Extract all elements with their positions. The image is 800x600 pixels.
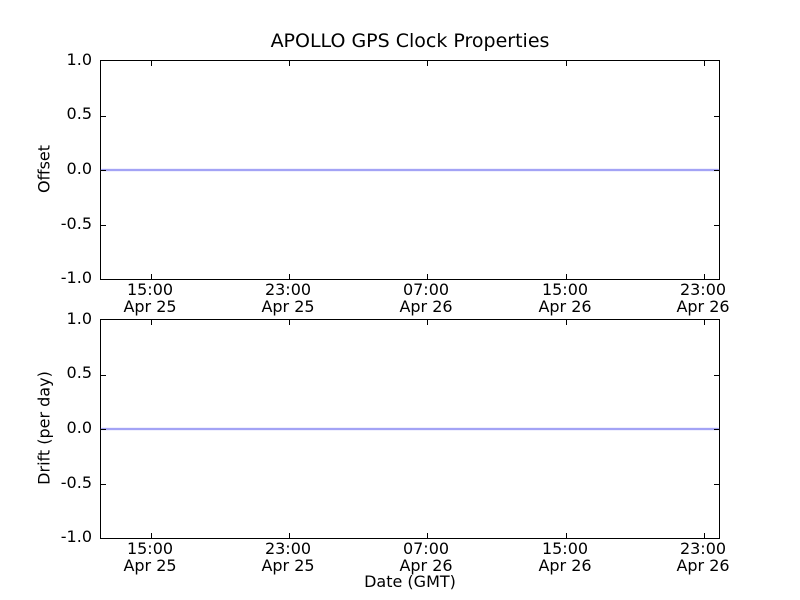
- x-tick-time: 15:00: [126, 280, 174, 299]
- tick-mark: [151, 274, 152, 279]
- drift-plot-area: [100, 319, 720, 539]
- x-tick-label: 15:00 Apr 25: [123, 540, 176, 574]
- tick-mark: [714, 224, 719, 226]
- x-tick-date: Apr 26: [538, 556, 592, 575]
- offset-series-line: [101, 169, 719, 171]
- tick-mark: [101, 374, 106, 376]
- x-tick-label: 15:00 Apr 25: [123, 281, 176, 315]
- x-tick-time: 15:00: [126, 539, 174, 558]
- tick-mark: [101, 483, 106, 485]
- tick-mark: [714, 483, 719, 485]
- tick-mark: [427, 533, 428, 538]
- y-tick-label: 0.5: [66, 104, 92, 123]
- tick-mark: [151, 61, 152, 66]
- y-tick-label: -0.5: [60, 473, 92, 492]
- x-tick-label: 15:00 Apr 26: [538, 281, 591, 315]
- x-tick-time: 15:00: [541, 539, 589, 558]
- x-tick-date: Apr 26: [538, 297, 592, 316]
- x-tick-time: 15:00: [541, 280, 589, 299]
- tick-mark: [704, 274, 705, 279]
- x-axis-label: Date (GMT): [364, 572, 456, 591]
- y-tick-label: 1.0: [66, 50, 92, 69]
- x-tick-time: 23:00: [679, 280, 727, 299]
- tick-mark: [101, 224, 106, 226]
- tick-mark: [427, 320, 428, 325]
- x-tick-label: 23:00 Apr 26: [676, 540, 729, 574]
- x-tick-label: 15:00 Apr 26: [538, 540, 591, 574]
- tick-mark: [566, 533, 567, 538]
- tick-mark: [151, 533, 152, 538]
- drift-series-line: [101, 428, 719, 430]
- tick-mark: [714, 429, 719, 430]
- x-tick-date: Apr 25: [123, 556, 177, 575]
- offset-plot-area: [100, 60, 720, 280]
- tick-mark: [101, 170, 106, 171]
- tick-mark: [289, 320, 290, 325]
- tick-mark: [714, 374, 719, 376]
- y-tick-label: 0.5: [66, 363, 92, 382]
- x-tick-date: Apr 26: [676, 556, 730, 575]
- x-tick-date: Apr 25: [123, 297, 177, 316]
- tick-mark: [704, 61, 705, 66]
- x-tick-label: 07:00 Apr 26: [399, 281, 452, 315]
- tick-mark: [566, 320, 567, 325]
- tick-mark: [101, 429, 106, 430]
- x-tick-time: 23:00: [264, 280, 312, 299]
- x-tick-date: Apr 25: [261, 556, 315, 575]
- tick-mark: [566, 61, 567, 66]
- x-tick-label: 23:00 Apr 25: [261, 281, 314, 315]
- x-tick-time: 23:00: [264, 539, 312, 558]
- tick-mark: [714, 115, 719, 117]
- tick-mark: [427, 274, 428, 279]
- x-tick-date: Apr 26: [399, 556, 453, 575]
- tick-mark: [151, 320, 152, 325]
- x-tick-time: 07:00: [402, 280, 450, 299]
- y-tick-label: 1.0: [66, 309, 92, 328]
- tick-mark: [289, 274, 290, 279]
- tick-mark: [101, 115, 106, 117]
- tick-mark: [714, 170, 719, 171]
- x-tick-label: 23:00 Apr 25: [261, 540, 314, 574]
- y-tick-label: -1.0: [60, 268, 92, 287]
- tick-mark: [704, 320, 705, 325]
- y-tick-label: 0.0: [66, 418, 92, 437]
- x-tick-time: 23:00: [679, 539, 727, 558]
- x-tick-time: 07:00: [402, 539, 450, 558]
- drift-axis-label: Drift (per day): [34, 371, 54, 485]
- tick-mark: [704, 533, 705, 538]
- tick-mark: [427, 61, 428, 66]
- x-tick-label: 23:00 Apr 26: [676, 281, 729, 315]
- x-tick-date: Apr 26: [676, 297, 730, 316]
- tick-mark: [566, 274, 567, 279]
- y-tick-label: -1.0: [60, 527, 92, 546]
- x-tick-label: 07:00 Apr 26: [399, 540, 452, 574]
- x-tick-date: Apr 26: [399, 297, 453, 316]
- tick-mark: [289, 61, 290, 66]
- tick-mark: [289, 533, 290, 538]
- y-tick-label: 0.0: [66, 159, 92, 178]
- y-tick-label: -0.5: [60, 214, 92, 233]
- x-tick-date: Apr 25: [261, 297, 315, 316]
- offset-axis-label: Offset: [34, 144, 54, 194]
- chart-title: APOLLO GPS Clock Properties: [270, 30, 550, 52]
